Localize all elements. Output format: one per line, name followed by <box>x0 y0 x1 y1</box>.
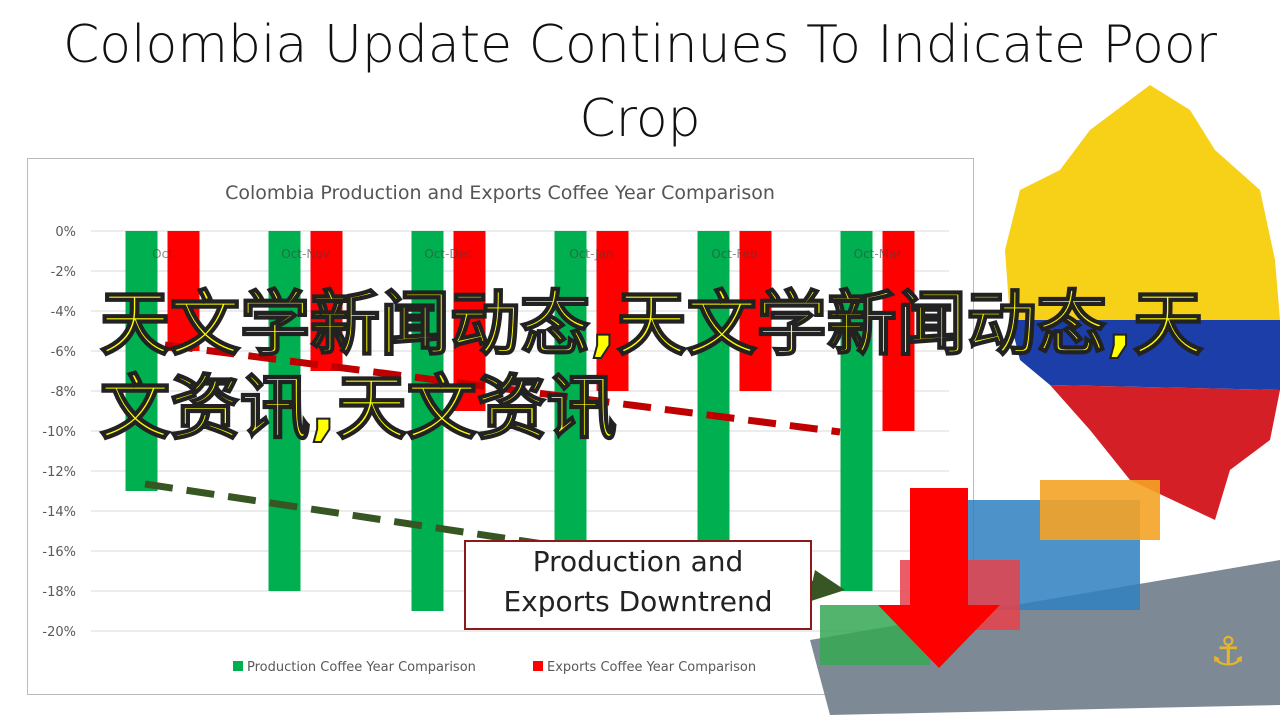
y-tick-label: -20% <box>42 625 76 640</box>
category-label: Oct-Dec <box>424 247 472 261</box>
legend-label: Production Coffee Year Comparison <box>247 660 476 675</box>
chart-frame: Colombia Production and Exports Coffee Y… <box>27 158 974 695</box>
bar-exports <box>739 231 772 391</box>
bar-production <box>840 231 873 591</box>
y-tick-label: 0% <box>55 225 76 240</box>
bar-exports <box>310 231 343 371</box>
bar-production <box>411 231 444 611</box>
callout-line-1: Production and <box>532 545 744 578</box>
bar-exports <box>167 231 200 351</box>
y-tick-label: -16% <box>42 545 76 560</box>
callout-line-2: Exports Downtrend <box>503 585 773 618</box>
category-label: Oct-Nov <box>281 247 330 261</box>
exports-trend-arrow <box>164 341 841 436</box>
overlay-caption: 天文学新闻动态,天文学新闻动态,天文资讯,天文资讯 <box>99 282 1204 450</box>
y-tick-label: -8% <box>51 385 76 400</box>
trend-callout: Production and Exports Downtrend <box>464 540 812 630</box>
anchor-icon: ⚓ <box>1210 629 1246 675</box>
y-tick-label: -10% <box>42 425 76 440</box>
y-tick-label: -6% <box>51 345 76 360</box>
y-tick-label: -2% <box>51 265 76 280</box>
bar-chart: Colombia Production and Exports Coffee Y… <box>42 182 949 675</box>
y-tick-label: -18% <box>42 585 76 600</box>
category-label: Oct-Feb <box>711 247 757 261</box>
category-label: Oct <box>152 247 173 261</box>
y-tick-label: -4% <box>51 305 76 320</box>
bar-exports <box>596 231 629 391</box>
legend-swatch <box>533 661 543 671</box>
bar-exports <box>882 231 915 431</box>
bar-production <box>125 231 158 491</box>
legend-label: Exports Coffee Year Comparison <box>547 660 756 675</box>
category-label: Oct-Jan <box>569 247 613 261</box>
arrowhead-icon <box>808 570 845 602</box>
legend-swatch <box>233 661 243 671</box>
y-tick-label: -12% <box>42 465 76 480</box>
category-label: Oct-Mar <box>854 247 902 261</box>
down-arrow-icon <box>878 488 1000 668</box>
bar-production <box>268 231 301 591</box>
headline: Colombia Update Continues To Indicate Po… <box>62 15 1218 149</box>
chart-title: Colombia Production and Exports Coffee Y… <box>225 182 775 204</box>
colombia-map-icon <box>1005 85 1280 520</box>
y-tick-label: -14% <box>42 505 76 520</box>
